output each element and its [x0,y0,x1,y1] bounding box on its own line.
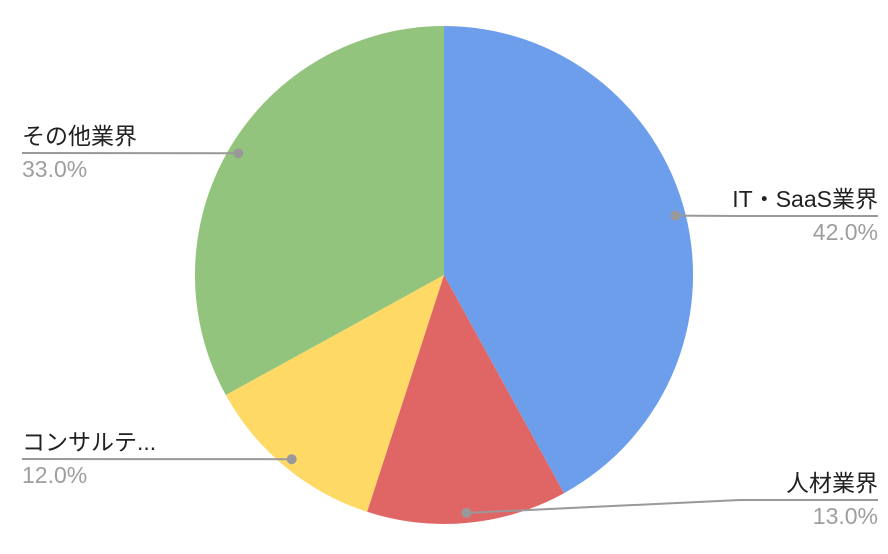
pie-slice-0 [444,25,694,494]
leader-line-1 [466,499,878,514]
pie-slice-2 [225,275,444,512]
leader-dot-1 [461,507,472,518]
slice-label-text: コンサルテ... [22,429,157,455]
slice-label-text: 人材業界 [786,470,878,496]
leader-dot-0 [670,210,681,221]
slice-label-jinzai: 人材業界 13.0% [786,469,878,531]
slice-label-other: その他業界 33.0% [22,122,137,184]
slice-percent-text: 12.0% [22,462,88,488]
pie-slices [194,25,694,524]
slice-label-text: その他業界 [22,123,137,149]
leader-dot-3 [233,148,244,159]
slice-percent-text: 33.0% [22,156,88,182]
slice-percent-text: 13.0% [812,503,878,529]
slice-label-text: IT・SaaS業界 [732,186,878,212]
leader-dot-2 [286,454,297,465]
slice-label-consulting: コンサルテ... 12.0% [22,428,156,490]
pie-slice-1 [367,275,564,524]
slice-label-it-saas: IT・SaaS業界 42.0% [732,185,878,247]
leader-lines [21,148,878,518]
pie-slice-3 [194,25,444,395]
slice-percent-text: 42.0% [812,219,878,245]
